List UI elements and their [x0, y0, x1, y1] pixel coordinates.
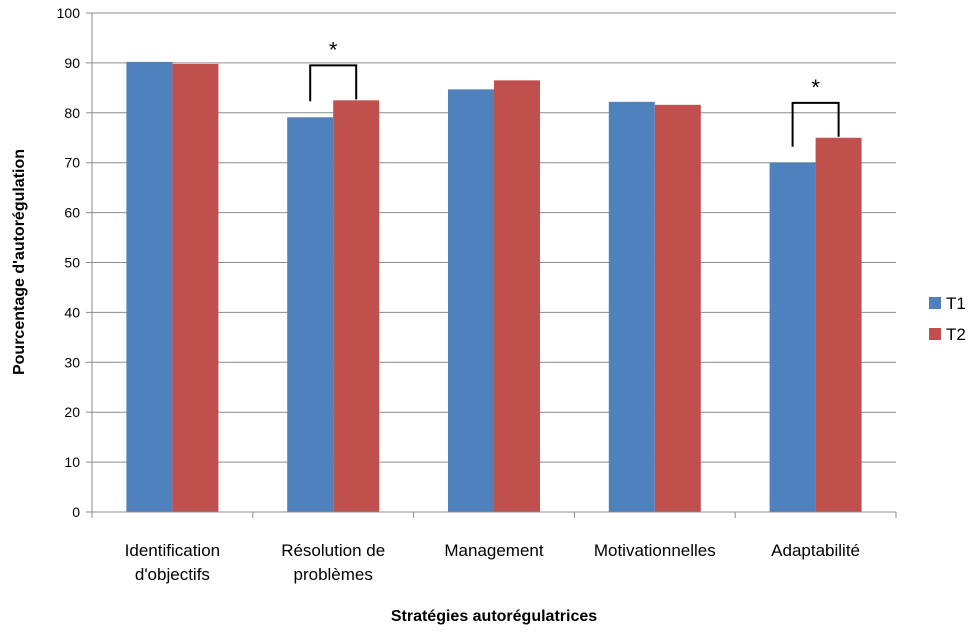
y-tick-label: 60 [64, 205, 80, 221]
y-axis-title: Pourcentage d'autorégulation [11, 149, 28, 375]
bar-t2-1 [333, 100, 380, 512]
y-tick-label: 20 [64, 404, 80, 420]
legend-label-t1: T1 [946, 294, 966, 313]
bar-t1-0 [126, 61, 173, 512]
bar-t1-4 [769, 162, 816, 512]
y-tick-label: 100 [57, 5, 81, 21]
y-tick-label: 80 [64, 105, 80, 121]
x-axis-title: Stratégies autorégulatrices [391, 608, 597, 625]
legend-swatch-t1 [929, 297, 941, 309]
x-category-label: Motivationnelles [594, 541, 716, 560]
bar-t1-1 [287, 117, 334, 512]
x-axis: Identification d'objectifs Résolution de pr… [91, 511, 897, 584]
legend: T1 T2 [929, 294, 966, 344]
significance-star: * [811, 75, 820, 100]
bar-t2-4 [815, 137, 862, 512]
significance-bracket [791, 101, 840, 147]
x-category-label: Management [444, 541, 544, 560]
significance-star: * [329, 37, 338, 62]
y-tick-label: 10 [64, 454, 80, 470]
y-tick-label: 90 [64, 55, 80, 71]
y-axis: 0 10 20 30 40 50 60 70 80 90 100 [57, 5, 93, 520]
legend-swatch-t2 [929, 328, 941, 340]
bar-t1-3 [608, 101, 655, 513]
significance-brackets: ** [309, 37, 840, 147]
legend-label-t2: T2 [946, 325, 966, 344]
bar-t2-0 [172, 63, 219, 512]
x-category-label: Identification d'objectifs [125, 541, 220, 584]
y-tick-label: 30 [64, 354, 80, 370]
bar-t1-2 [448, 89, 494, 513]
bars [126, 61, 862, 513]
y-tick-label: 0 [72, 504, 80, 520]
y-tick-label: 40 [64, 304, 80, 320]
x-category-label: Résolution de problèmes [281, 541, 385, 584]
bar-t2-3 [654, 104, 701, 512]
y-tick-label: 50 [64, 255, 80, 271]
bar-t2-2 [494, 80, 540, 513]
x-category-label: Adaptabilité [771, 541, 860, 560]
significance-bracket [309, 64, 358, 102]
y-tick-label: 70 [64, 155, 80, 171]
